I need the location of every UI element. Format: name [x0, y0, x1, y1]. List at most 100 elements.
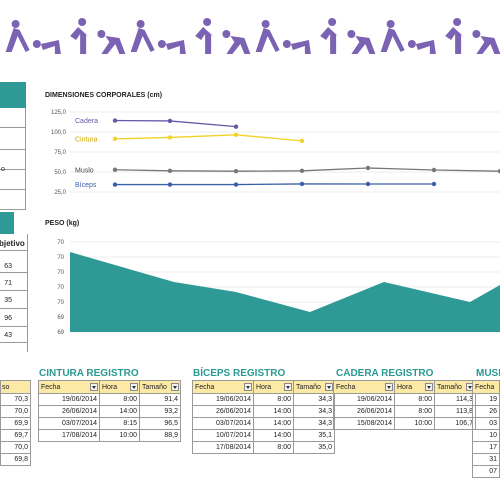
- fecha-cell[interactable]: 19/06/2014: [192, 393, 254, 406]
- left-panel-text: o: [1, 166, 5, 173]
- biceps-registro-table: Fecha Hora Tamaño 19/06/2014 8:00 34,3 26/0…: [192, 380, 335, 454]
- peso-value[interactable]: 69,9: [0, 417, 31, 430]
- y-tick-label: 70: [57, 270, 64, 276]
- tamano-column-header[interactable]: Tamaño: [293, 380, 335, 394]
- filter-dropdown-icon[interactable]: [171, 383, 179, 391]
- hora-cell[interactable]: 8:00: [253, 393, 294, 406]
- fecha-cell[interactable]: 15/08/2014: [333, 417, 395, 430]
- tamano-cell[interactable]: 34,3: [293, 405, 335, 418]
- fecha-cell[interactable]: 26: [472, 405, 500, 418]
- data-point: [233, 182, 239, 187]
- situp-icon: [222, 30, 251, 54]
- fecha-cell[interactable]: 17/08/2014: [192, 441, 254, 454]
- tamano-column-header[interactable]: Tamaño: [434, 380, 476, 394]
- tamano-cell[interactable]: 96,5: [139, 417, 181, 430]
- dimensions-chart-title: DIMENSIONES CORPORALES (cm): [45, 92, 163, 99]
- hora-cell[interactable]: 14:00: [253, 417, 294, 430]
- fecha-cell[interactable]: 19/06/2014: [333, 393, 395, 406]
- cintura-registro-title: CINTURA REGISTRO: [39, 368, 139, 379]
- tamano-cell[interactable]: 91,4: [139, 393, 181, 406]
- fecha-cell[interactable]: 26/06/2014: [192, 405, 254, 418]
- data-point: [431, 167, 437, 173]
- hora-cell[interactable]: 8:00: [394, 393, 435, 406]
- tamano-cell[interactable]: 35,0: [293, 441, 335, 454]
- forward-fold-icon: [407, 40, 436, 54]
- fecha-cell[interactable]: 26/06/2014: [38, 405, 100, 418]
- table-row: 03: [472, 417, 500, 430]
- peso-value[interactable]: 70,3: [0, 393, 31, 406]
- peso-value[interactable]: 69,8: [0, 453, 31, 466]
- lunge-icon: [157, 40, 186, 54]
- hora-cell[interactable]: 8:00: [99, 393, 140, 406]
- filter-dropdown-icon[interactable]: [325, 383, 333, 391]
- hora-cell[interactable]: 8:00: [253, 441, 294, 454]
- filter-dropdown-icon[interactable]: [385, 383, 393, 391]
- runner-icon: [282, 40, 311, 54]
- series-label: Bíceps: [75, 182, 97, 189]
- yoga-pose-icon: [5, 20, 30, 52]
- filter-dropdown-icon[interactable]: [425, 383, 433, 391]
- fecha-cell[interactable]: 03/07/2014: [192, 417, 254, 430]
- fecha-column-header[interactable]: Fecha: [38, 380, 100, 394]
- left-objective-header: [0, 212, 14, 234]
- fecha-cell[interactable]: 03/07/2014: [38, 417, 100, 430]
- fecha-column-header[interactable]: Fecha: [192, 380, 254, 394]
- fecha-cell[interactable]: 07: [472, 465, 500, 478]
- table-row: 26/06/2014 14:00 93,2: [38, 405, 181, 418]
- hora-cell[interactable]: 14:00: [99, 405, 140, 418]
- peso-value[interactable]: 70,0: [0, 405, 31, 418]
- fecha-column-header[interactable]: Fecha: [333, 380, 395, 394]
- tamano-cell[interactable]: 106,7: [434, 417, 476, 430]
- hora-cell[interactable]: 14:00: [253, 405, 294, 418]
- hora-cell[interactable]: 8:00: [394, 405, 435, 418]
- data-point: [233, 169, 239, 174]
- peso-value[interactable]: 70,0: [0, 441, 31, 454]
- fecha-column-header[interactable]: Fecha: [472, 380, 500, 394]
- y-tick-label: 100,0: [51, 130, 67, 136]
- hora-cell[interactable]: 10:00: [394, 417, 435, 430]
- hora-column-header[interactable]: Hora: [253, 380, 294, 394]
- objective-value: 43: [4, 332, 12, 339]
- tamano-column-header[interactable]: Tamaño: [139, 380, 181, 394]
- table-row: 26/06/2014 14:00 34,3: [192, 405, 335, 418]
- dimensions-chart: 125,0 100,0 75,0 50,0 25,0 Cadera Cintura Muslo…: [51, 110, 500, 196]
- fecha-cell[interactable]: 19/06/2014: [38, 393, 100, 406]
- table-row: 19/06/2014 8:00 114,3: [333, 393, 476, 406]
- tamano-cell[interactable]: 93,2: [139, 405, 181, 418]
- fecha-cell[interactable]: 03: [472, 417, 500, 430]
- filter-dropdown-icon[interactable]: [90, 383, 98, 391]
- fecha-cell[interactable]: 31: [472, 453, 500, 466]
- series-line-bíceps: [115, 183, 434, 186]
- data-point: [233, 132, 239, 137]
- y-tick-label: 70: [57, 255, 64, 261]
- peso-chart: 70 70 70 70 70 69 69: [57, 240, 500, 336]
- tamano-cell[interactable]: 88,9: [139, 429, 181, 442]
- filter-dropdown-icon[interactable]: [284, 383, 292, 391]
- fecha-cell[interactable]: 26/06/2014: [333, 405, 395, 418]
- data-point: [112, 118, 118, 123]
- fecha-cell[interactable]: 19: [472, 393, 500, 406]
- y-tick-label: 70: [57, 285, 64, 291]
- hora-column-header[interactable]: Hora: [99, 380, 140, 394]
- hora-cell[interactable]: 8:15: [99, 417, 140, 430]
- fecha-cell[interactable]: 17: [472, 441, 500, 454]
- muslo-registro-title: MUSLO: [476, 368, 500, 379]
- fecha-cell[interactable]: 10/07/2014: [192, 429, 254, 442]
- table-row: 19: [472, 393, 500, 406]
- y-tick-label: 70: [57, 300, 64, 306]
- hora-cell[interactable]: 14:00: [253, 429, 294, 442]
- tamano-cell[interactable]: 35,1: [293, 429, 335, 442]
- hora-cell[interactable]: 10:00: [99, 429, 140, 442]
- tamano-cell[interactable]: 34,3: [293, 393, 335, 406]
- tamano-cell[interactable]: 114,3: [434, 393, 476, 406]
- table-row: 26: [472, 405, 500, 418]
- fecha-cell[interactable]: 10: [472, 429, 500, 442]
- side-lunge-icon: [472, 30, 500, 54]
- hora-column-header[interactable]: Hora: [394, 380, 435, 394]
- peso-value[interactable]: 69,7: [0, 429, 31, 442]
- tamano-cell[interactable]: 113,8: [434, 405, 476, 418]
- tamano-cell[interactable]: 34,3: [293, 417, 335, 430]
- filter-dropdown-icon[interactable]: [130, 383, 138, 391]
- filter-dropdown-icon[interactable]: [244, 383, 252, 391]
- fecha-cell[interactable]: 17/08/2014: [38, 429, 100, 442]
